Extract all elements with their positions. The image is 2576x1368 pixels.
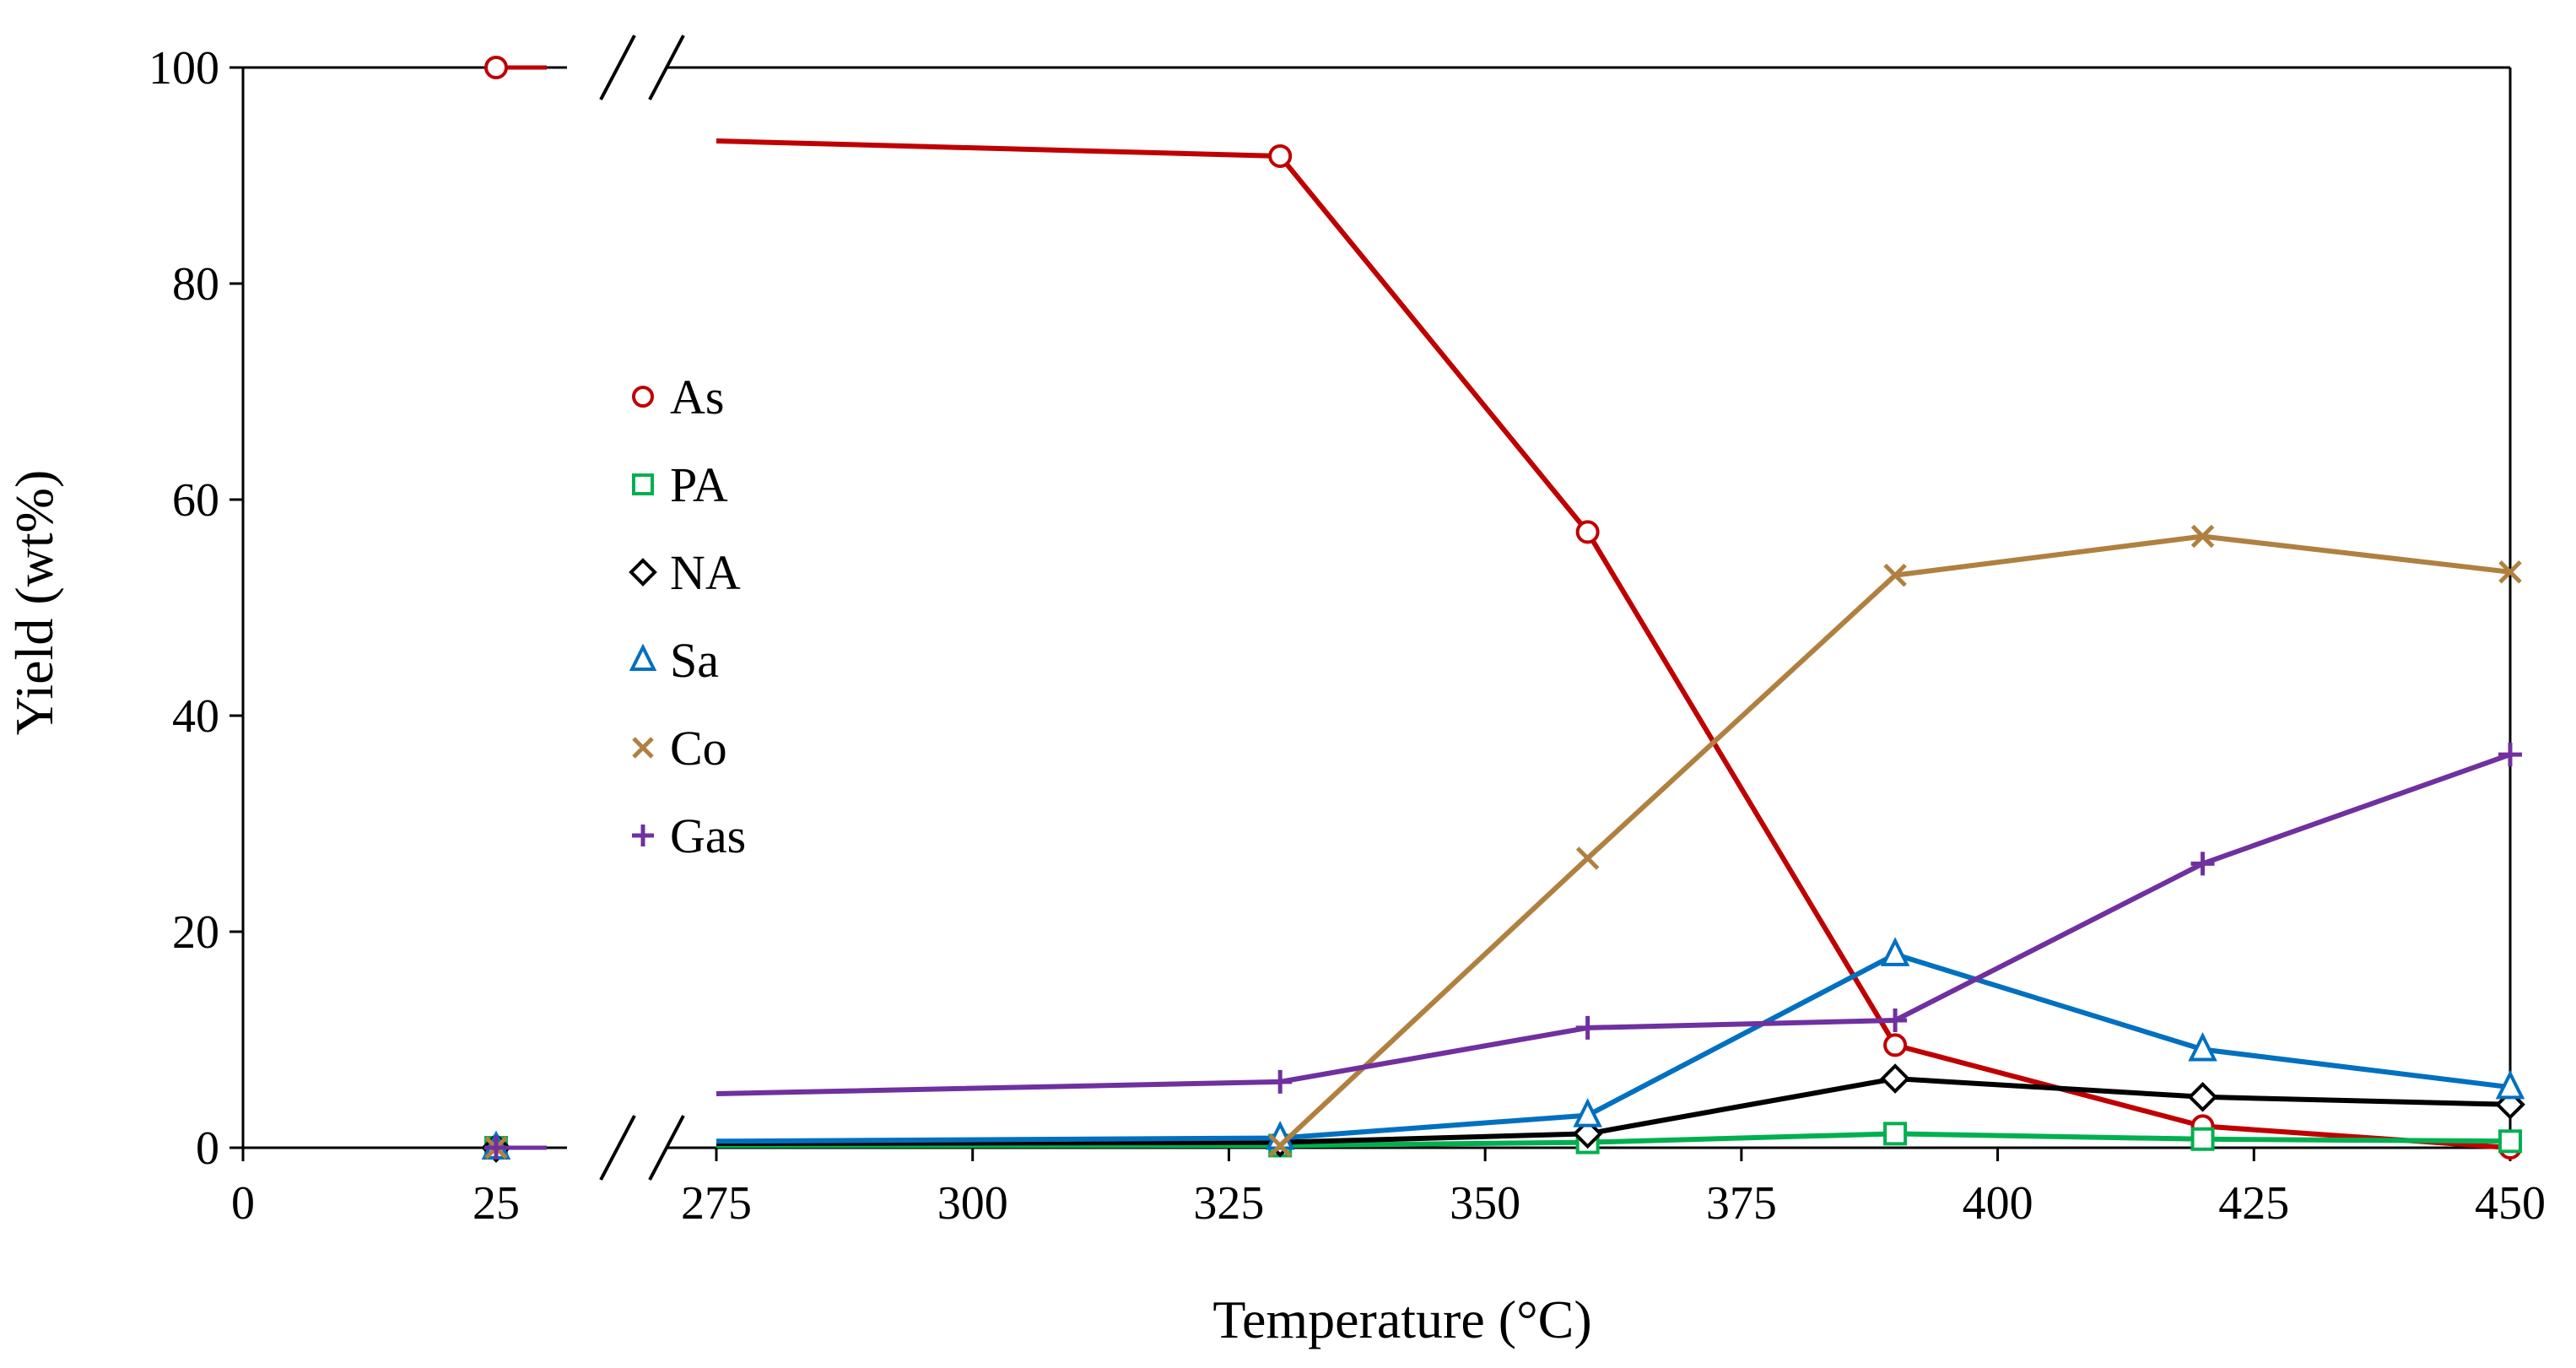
x-tick-label: 325	[1193, 1177, 1264, 1230]
x-tick-label: 350	[1450, 1177, 1520, 1230]
axis-break-mark-top-2	[648, 35, 685, 100]
series-as	[484, 56, 2522, 1160]
x-axis-ticks: 0 25 275 300 325 350 375 400 425 450	[231, 1148, 2546, 1230]
x-tick-label: 400	[1963, 1177, 2033, 1230]
series-line	[716, 1076, 2511, 1146]
legend-label: As	[670, 370, 724, 424]
data-point-as	[484, 56, 508, 79]
legend-marker-gas	[632, 825, 654, 846]
legend-item-co: Co	[632, 721, 727, 776]
x-tick-label: 300	[937, 1177, 1008, 1230]
x-axis-title: Temperature (°C)	[1212, 1290, 1591, 1349]
legend-item-as: As	[632, 370, 724, 424]
series-line	[716, 752, 2512, 1096]
legend-marker-sa	[629, 643, 657, 671]
axis-break-mark-top-1	[599, 35, 636, 100]
x-tick-label: 25	[473, 1177, 520, 1230]
legend-label: Co	[670, 721, 727, 776]
y-tick-label: 80	[172, 258, 219, 311]
series-co	[484, 524, 2522, 1160]
legend-marker-co	[632, 737, 654, 759]
series-line	[716, 1131, 2511, 1149]
data-point-sa	[2495, 1069, 2525, 1100]
data-point-as	[1268, 143, 1293, 168]
legend-item-sa: Sa	[629, 633, 719, 688]
y-axis-title: Yield (wt%)	[4, 470, 64, 736]
series-layer	[481, 56, 2525, 1163]
data-point-gas	[2190, 852, 2215, 876]
plot-frame	[241, 35, 2512, 1181]
data-point-pa	[2498, 1129, 2522, 1154]
data-point-as	[1575, 520, 1600, 544]
y-tick-label: 20	[172, 906, 219, 959]
legend-label: Sa	[670, 633, 719, 688]
data-point-co	[1883, 563, 1907, 587]
x-tick-label: 275	[681, 1177, 752, 1230]
x-tick-label: 450	[2475, 1177, 2546, 1230]
data-point-na	[1572, 1118, 1603, 1149]
data-point-co	[2190, 524, 2215, 549]
data-point-co	[2498, 560, 2522, 584]
legend-label: NA	[670, 545, 741, 600]
data-point-sa	[2188, 1032, 2217, 1062]
y-tick-label: 60	[172, 474, 219, 527]
data-point-gas	[2498, 743, 2522, 767]
legend-label: PA	[670, 457, 728, 512]
x-tick-label: 0	[231, 1177, 255, 1230]
data-point-sa	[1573, 1098, 1602, 1127]
y-tick-label: 40	[172, 690, 219, 743]
legend-marker-as	[632, 386, 654, 408]
legend-item-na: NA	[629, 545, 741, 600]
y-axis-ticks: 0 20 40 60 80 100	[149, 42, 243, 1175]
data-point-na	[2187, 1082, 2218, 1112]
legend-label: Gas	[670, 808, 746, 863]
legend-item-gas: Gas	[632, 808, 746, 863]
legend: As PA NA Sa Co Gas	[629, 370, 746, 863]
series-line	[716, 951, 2511, 1144]
data-point-co	[1268, 1133, 1292, 1158]
legend-marker-na	[629, 558, 657, 587]
data-point-gas	[1268, 1069, 1293, 1094]
series-gas	[484, 743, 2522, 1160]
y-tick-label: 100	[149, 42, 219, 95]
data-point-gas	[1883, 1008, 1908, 1032]
data-point-pa	[2190, 1127, 2215, 1151]
axis-break-mark-bottom-1	[599, 1115, 636, 1181]
data-point-gas	[484, 1136, 508, 1160]
y-tick-label: 0	[196, 1122, 219, 1175]
data-point-co	[1575, 846, 1600, 870]
legend-item-pa: PA	[632, 457, 728, 512]
data-point-as	[1883, 1033, 1908, 1057]
series-line	[716, 138, 2511, 1150]
axis-break-mark-bottom-2	[648, 1115, 685, 1181]
x-tick-label: 425	[2218, 1177, 2289, 1230]
x-tick-label: 375	[1706, 1177, 1777, 1230]
data-point-na	[1880, 1063, 1910, 1094]
data-point-gas	[1575, 1015, 1600, 1040]
data-point-pa	[1883, 1122, 1908, 1146]
legend-marker-pa	[632, 473, 654, 495]
data-point-sa	[1880, 937, 1910, 966]
